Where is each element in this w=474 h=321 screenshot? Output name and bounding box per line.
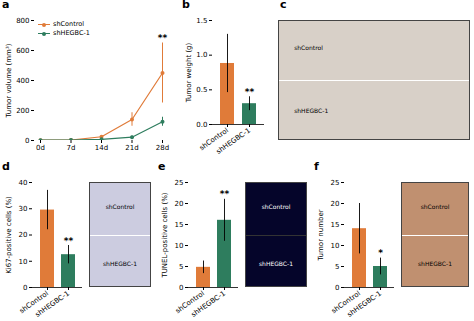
html-text:shControl: shControl xyxy=(294,43,323,51)
svg-text:5: 5 xyxy=(335,263,339,271)
html-text:f: f xyxy=(314,160,319,173)
html-text:shHEGBC-1: shHEGBC-1 xyxy=(259,259,293,267)
svg-text:25: 25 xyxy=(331,179,340,187)
svg-text:600: 600 xyxy=(16,47,29,55)
svg-text:30: 30 xyxy=(19,205,28,213)
svg-text:0.0: 0.0 xyxy=(196,121,207,129)
svg-text:shControl: shControl xyxy=(174,289,206,316)
svg-text:shControl: shControl xyxy=(330,289,362,316)
svg-text:10: 10 xyxy=(19,257,28,265)
svg-text:**: ** xyxy=(220,189,230,199)
svg-text:0: 0 xyxy=(179,284,183,292)
svg-text:**: ** xyxy=(158,33,168,43)
html-text:d: d xyxy=(2,160,10,173)
svg-text:1.0: 1.0 xyxy=(196,51,207,59)
html-text:e: e xyxy=(158,160,166,173)
svg-text:28d: 28d xyxy=(156,144,169,152)
svg-text:10: 10 xyxy=(331,242,340,250)
html-text:shHEGBC-1: shHEGBC-1 xyxy=(418,259,452,267)
svg-text:15: 15 xyxy=(331,221,340,229)
svg-text:800: 800 xyxy=(16,17,29,25)
svg-text:shHEGBC-1: shHEGBC-1 xyxy=(34,289,71,318)
svg-text:400: 400 xyxy=(16,77,29,85)
svg-text:shHEGBC-1: shHEGBC-1 xyxy=(215,126,252,155)
svg-text:shHEGBC-1: shHEGBC-1 xyxy=(190,289,227,318)
svg-text:5: 5 xyxy=(179,263,183,271)
svg-text:0: 0 xyxy=(25,137,29,145)
svg-text:0: 0 xyxy=(23,284,27,292)
svg-text:shControl: shControl xyxy=(198,126,230,153)
svg-text:Tumor weight (g): Tumor weight (g) xyxy=(185,42,193,103)
svg-text:*: * xyxy=(378,248,383,258)
svg-text:0: 0 xyxy=(335,284,339,292)
svg-text:Tumor volume (mm³): Tumor volume (mm³) xyxy=(5,43,13,118)
svg-text:20: 20 xyxy=(331,200,340,208)
svg-text:200: 200 xyxy=(16,107,29,115)
html-text:shHEGBC-1: shHEGBC-1 xyxy=(103,259,137,267)
svg-text:**: ** xyxy=(245,87,255,97)
svg-text:TUNEL-positive cells (%): TUNEL-positive cells (%) xyxy=(161,192,169,278)
html-text:shHEGBC-1: shHEGBC-1 xyxy=(53,29,90,37)
html-text:shHEGBC-1: shHEGBC-1 xyxy=(294,106,329,113)
html-text:shControl: shControl xyxy=(261,202,291,210)
svg-text:1.5: 1.5 xyxy=(196,17,207,25)
svg-text:**: ** xyxy=(64,236,74,246)
svg-text:shHEGBC-1: shHEGBC-1 xyxy=(346,289,383,318)
html-text:shControl: shControl xyxy=(420,202,450,210)
html-text:shControl: shControl xyxy=(105,202,135,210)
html-text:shControl: shControl xyxy=(53,20,84,28)
svg-text:7d: 7d xyxy=(67,144,76,152)
svg-text:10: 10 xyxy=(175,242,184,250)
svg-text:25: 25 xyxy=(175,179,184,187)
svg-text:0.5: 0.5 xyxy=(196,86,207,94)
svg-text:20: 20 xyxy=(175,200,184,208)
svg-text:21d: 21d xyxy=(125,144,138,152)
svg-text:0d: 0d xyxy=(36,144,45,152)
svg-text:15: 15 xyxy=(175,221,184,229)
svg-text:20: 20 xyxy=(19,231,28,239)
svg-text:40: 40 xyxy=(19,179,28,187)
svg-text:shControl: shControl xyxy=(18,289,50,316)
svg-text:Tumor number: Tumor number xyxy=(317,209,325,261)
svg-text:Ki67-positive cells (%): Ki67-positive cells (%) xyxy=(5,196,13,274)
svg-text:14d: 14d xyxy=(95,144,108,152)
